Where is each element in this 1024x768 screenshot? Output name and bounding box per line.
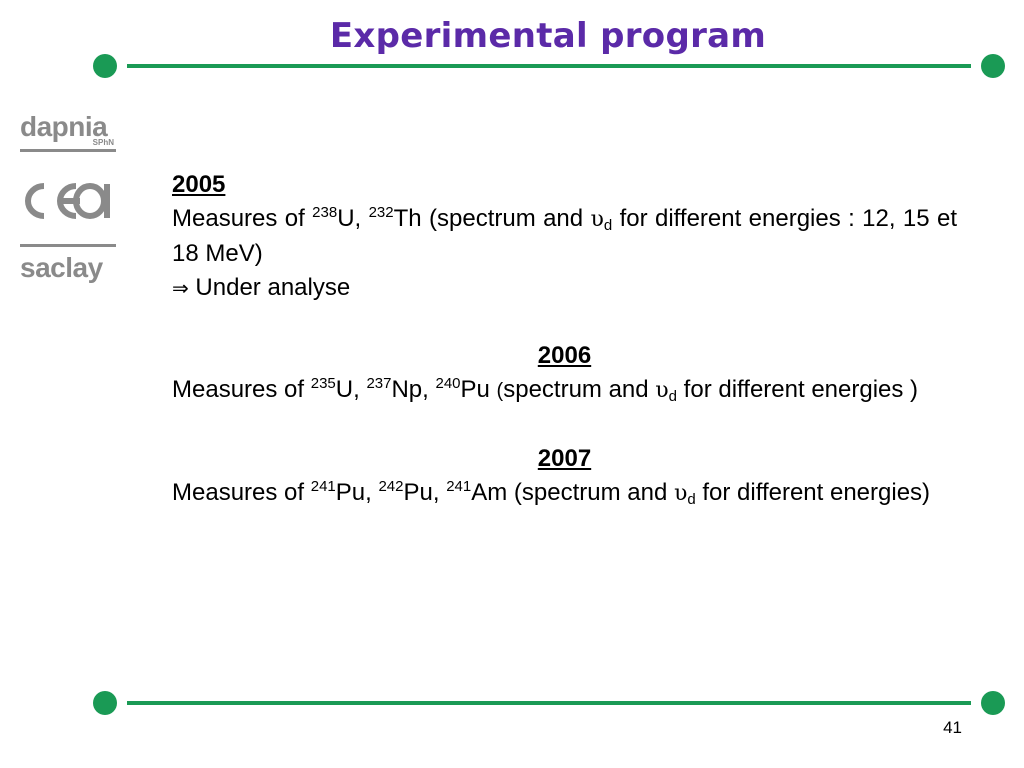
nu-subscript: d <box>687 491 696 508</box>
dapnia-logo-bar <box>20 149 116 152</box>
dapnia-logo: dapnia SPhN <box>20 112 116 152</box>
program-content: 2005 Measures of 238U, 232Th (spectrum a… <box>172 168 957 511</box>
measures-label: Measures of <box>172 376 311 403</box>
nu-subscript: d <box>668 388 678 405</box>
slide-title: Experimental program <box>329 16 767 56</box>
dapnia-logo-text: dapnia <box>20 111 108 142</box>
nu-symbol: υ <box>655 378 669 403</box>
isotope-mass: 232 <box>368 204 394 221</box>
top-divider <box>93 52 1005 82</box>
implies-arrow-icon: ⇒ <box>172 276 189 300</box>
saclay-logo-text: saclay <box>20 252 103 283</box>
measures-2005: Measures of 238U, 232Th (spectrum and υd… <box>172 202 957 271</box>
status-2005: ⇒ Under analyse <box>172 271 957 305</box>
isotope-mass: 242 <box>378 478 404 495</box>
energies-text: for different energies) <box>695 479 931 506</box>
nu-symbol: υ <box>590 207 604 232</box>
divider-dot-left <box>93 54 117 78</box>
open-paren: ( <box>496 380 504 402</box>
divider-dot-right <box>981 691 1005 715</box>
section-2007: 2007 Measures of 241Pu, 242Pu, 241Am (sp… <box>172 442 957 511</box>
section-2006: 2006 Measures of 235U, 237Np, 240Pu (spe… <box>172 339 957 408</box>
nu-symbol: υ <box>673 481 688 506</box>
saclay-logo: saclay <box>20 244 116 283</box>
isotope-symbol: Pu, <box>403 479 447 506</box>
isotope-mass: 235 <box>310 375 336 392</box>
energies-text: for different energies : 12, 15 et 18 Me… <box>172 205 958 267</box>
spectrum-text: (spectrum and <box>421 205 591 232</box>
isotope-symbol: U, <box>335 376 367 403</box>
page-number: 41 <box>943 718 962 737</box>
isotope-mass: 240 <box>435 375 461 392</box>
measures-label: Measures of <box>172 205 313 232</box>
measures-2007: Measures of 241Pu, 242Pu, 241Am (spectru… <box>172 476 957 511</box>
isotope-symbol: Th <box>393 205 422 232</box>
divider-dot-right <box>981 54 1005 78</box>
year-heading-2006: 2006 <box>537 342 592 369</box>
dapnia-logo-subtext: SPhN <box>92 138 114 147</box>
section-2005: 2005 Measures of 238U, 232Th (spectrum a… <box>172 168 957 305</box>
cea-logo <box>25 183 110 220</box>
divider-line <box>127 701 971 705</box>
status-text: Under analyse <box>188 274 351 301</box>
isotope-mass: 238 <box>312 204 338 221</box>
saclay-logo-bar <box>20 244 116 247</box>
isotope-symbol: U, <box>337 205 369 232</box>
isotope-symbol: Np, <box>391 376 436 403</box>
divider-line <box>127 64 971 68</box>
spectrum-text: spectrum and <box>503 376 656 403</box>
year-heading-2007: 2007 <box>537 445 592 472</box>
isotope-symbol: Am <box>471 479 508 506</box>
spectrum-text: (spectrum and <box>507 479 674 506</box>
measures-2006: Measures of 235U, 237Np, 240Pu (spectrum… <box>172 373 957 408</box>
isotope-mass: 237 <box>366 375 392 392</box>
divider-dot-left <box>93 691 117 715</box>
bottom-divider <box>93 689 1005 719</box>
isotope-symbol: Pu, <box>335 479 379 506</box>
nu-subscript: d <box>603 217 613 234</box>
isotope-mass: 241 <box>446 478 472 495</box>
year-heading-2005: 2005 <box>172 171 226 198</box>
isotope-mass: 241 <box>310 478 336 495</box>
energies-text: for different energies ) <box>677 376 919 403</box>
isotope-symbol: Pu <box>460 376 497 403</box>
measures-label: Measures of <box>172 479 311 506</box>
